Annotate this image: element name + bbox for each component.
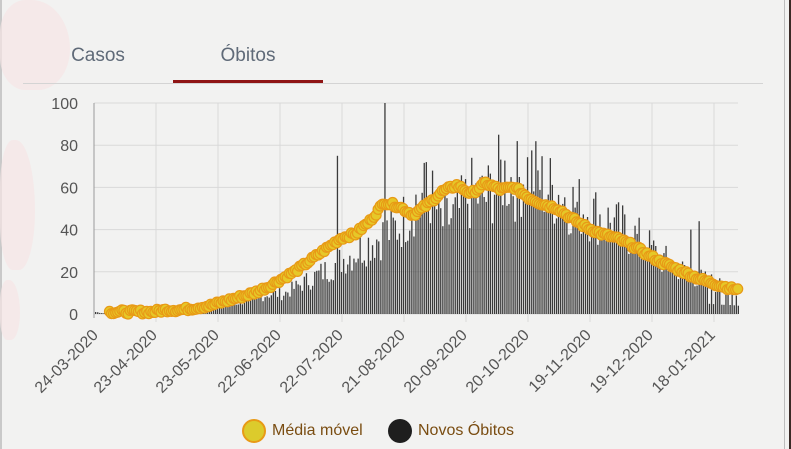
x-axis-labels: 24-03-202023-04-202023-05-202022-06-2020… bbox=[32, 327, 719, 397]
svg-text:22-06-2020: 22-06-2020 bbox=[215, 327, 285, 397]
svg-text:22-07-2020: 22-07-2020 bbox=[277, 327, 347, 397]
window-frame bbox=[789, 0, 791, 449]
svg-text:20-09-2020: 20-09-2020 bbox=[401, 327, 471, 397]
legend-moving-average[interactable]: Média móvel bbox=[242, 419, 363, 443]
svg-text:19-12-2020: 19-12-2020 bbox=[587, 327, 657, 397]
svg-text:40: 40 bbox=[60, 223, 78, 240]
y-axis-labels: 0 20 40 60 80 100 bbox=[51, 96, 78, 324]
svg-text:18-01-2021: 18-01-2021 bbox=[649, 327, 719, 397]
legend-moving-average-label: Média móvel bbox=[272, 422, 363, 439]
background-map-region bbox=[0, 140, 35, 270]
window-right-border bbox=[784, 0, 785, 449]
svg-text:60: 60 bbox=[60, 180, 78, 197]
svg-text:20: 20 bbox=[60, 265, 78, 282]
tab-obitos[interactable]: Óbitos bbox=[220, 45, 276, 66]
svg-text:100: 100 bbox=[51, 96, 78, 113]
svg-text:80: 80 bbox=[60, 138, 78, 155]
svg-text:19-11-2020: 19-11-2020 bbox=[526, 327, 595, 396]
svg-text:0: 0 bbox=[69, 307, 78, 324]
svg-text:21-08-2020: 21-08-2020 bbox=[339, 327, 409, 397]
moving-average-markers bbox=[103, 176, 744, 320]
svg-text:20-10-2020: 20-10-2020 bbox=[463, 327, 533, 397]
background-map-region bbox=[0, 280, 20, 340]
chart-legend: Média móvel Novos Óbitos bbox=[0, 419, 791, 445]
legend-new-deaths[interactable]: Novos Óbitos bbox=[388, 419, 514, 443]
svg-text:23-04-2020: 23-04-2020 bbox=[91, 327, 161, 397]
tab-casos[interactable]: Casos bbox=[71, 45, 125, 66]
moving-average-swatch-icon bbox=[242, 419, 266, 443]
legend-new-deaths-label: Novos Óbitos bbox=[418, 422, 515, 439]
svg-text:23-05-2020: 23-05-2020 bbox=[153, 327, 223, 397]
background-map-region bbox=[0, 0, 70, 90]
new-deaths-bars bbox=[95, 103, 739, 315]
active-tab-indicator bbox=[173, 80, 323, 83]
tab-divider bbox=[23, 83, 763, 84]
chart-tabs: Casos Óbitos bbox=[23, 30, 763, 84]
new-deaths-swatch-icon bbox=[388, 419, 412, 443]
